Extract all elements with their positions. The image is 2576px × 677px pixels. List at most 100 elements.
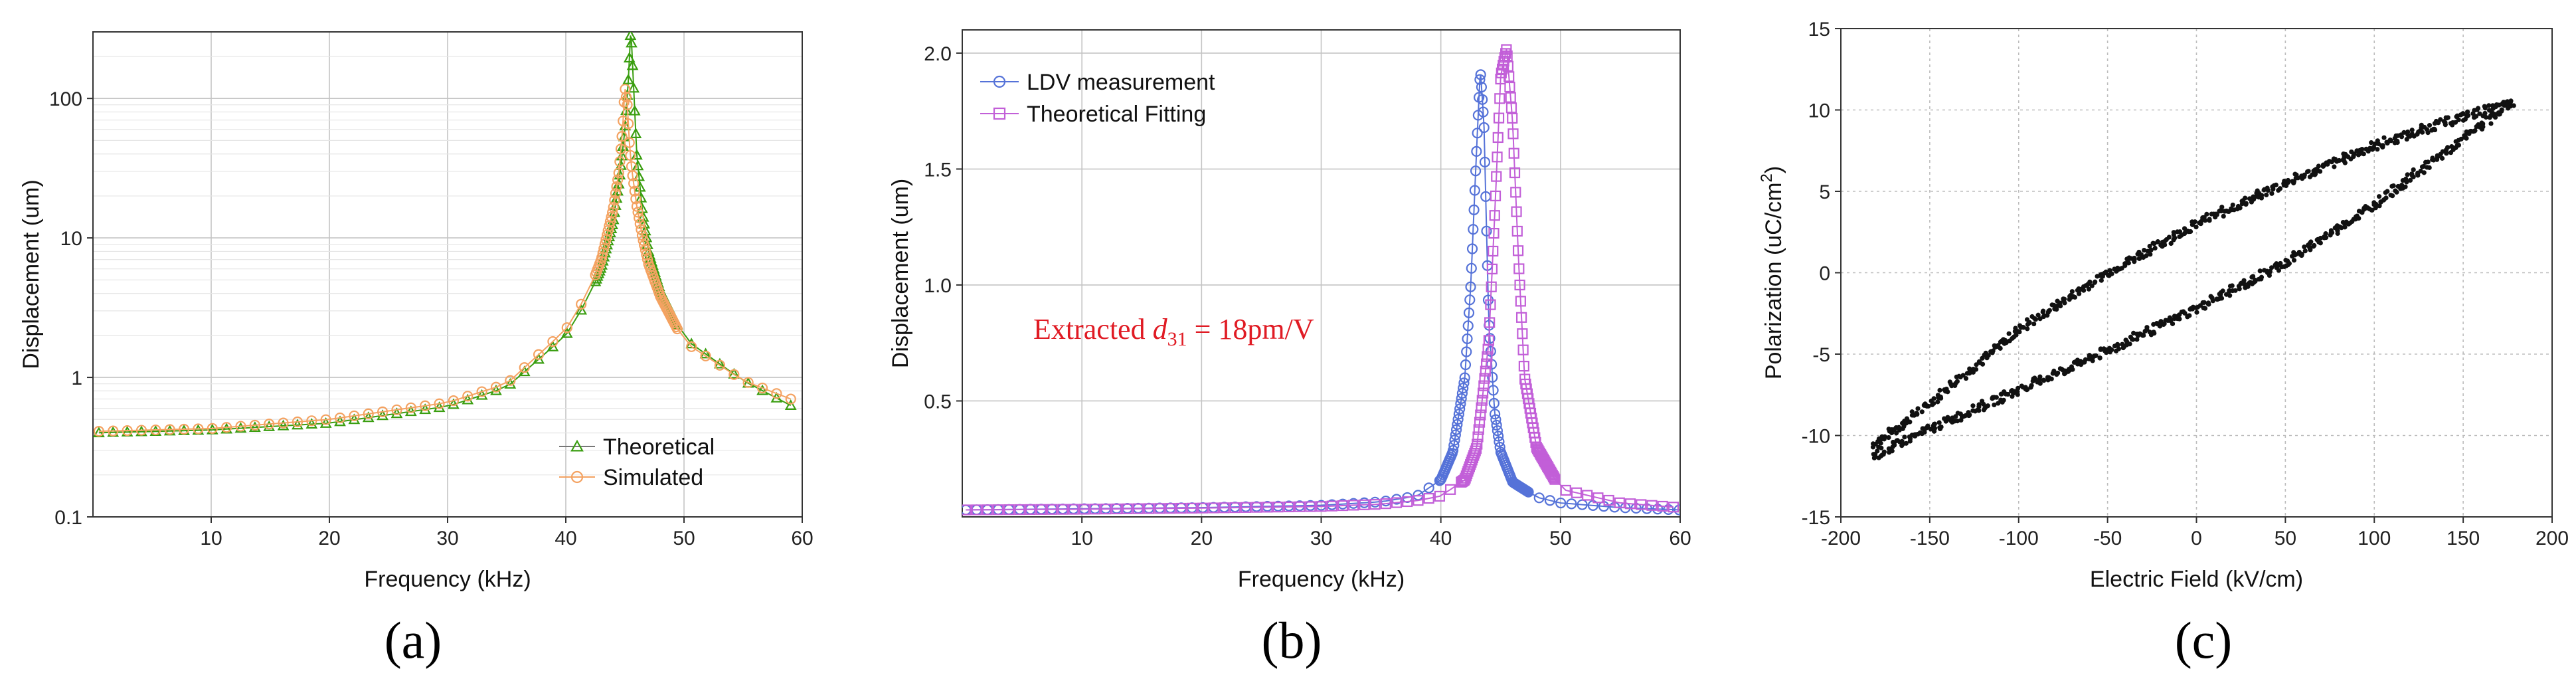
legend-label: Theoretical bbox=[603, 435, 715, 460]
data-point bbox=[1490, 414, 1502, 425]
data-point bbox=[1434, 490, 1445, 502]
data-point bbox=[1504, 81, 1515, 93]
data-point bbox=[2346, 221, 2352, 227]
data-point bbox=[2495, 102, 2500, 108]
data-point bbox=[632, 207, 644, 218]
series-upper-branch bbox=[1870, 99, 2514, 450]
data-point bbox=[1517, 328, 1528, 339]
data-point bbox=[614, 156, 626, 167]
data-point bbox=[1423, 492, 1434, 504]
data-point bbox=[1931, 396, 1936, 401]
data-point bbox=[2229, 283, 2235, 288]
data-point bbox=[1875, 448, 1880, 454]
data-point bbox=[2037, 316, 2043, 322]
data-point bbox=[150, 424, 161, 436]
data-point bbox=[2155, 239, 2160, 244]
data-point bbox=[2249, 274, 2255, 280]
data-point bbox=[1915, 411, 1920, 417]
data-point bbox=[1186, 502, 1198, 514]
data-point bbox=[1994, 395, 1999, 400]
annotation-suffix: = 18pm/V bbox=[1187, 313, 1314, 345]
data-point bbox=[1657, 500, 1668, 512]
data-point bbox=[2204, 211, 2209, 217]
data-point bbox=[1515, 296, 1526, 307]
data-point bbox=[615, 144, 627, 155]
data-point bbox=[962, 504, 972, 516]
data-point bbox=[2499, 108, 2504, 114]
data-point bbox=[2385, 140, 2390, 146]
data-point bbox=[628, 82, 640, 93]
data-point bbox=[1998, 345, 2003, 351]
x-tick-label: 20 bbox=[1191, 528, 1213, 549]
data-point bbox=[2193, 225, 2199, 230]
data-point bbox=[1938, 394, 1943, 400]
data-point bbox=[1456, 393, 1467, 404]
data-point bbox=[1932, 421, 1937, 427]
plot-area bbox=[962, 44, 1680, 516]
data-point bbox=[1996, 401, 2001, 406]
data-point bbox=[971, 504, 982, 516]
data-point bbox=[1089, 504, 1101, 515]
data-point bbox=[490, 384, 502, 395]
data-point bbox=[714, 359, 726, 371]
x-tick-label: 40 bbox=[555, 528, 576, 549]
data-point bbox=[1472, 128, 1483, 139]
data-point bbox=[1454, 403, 1466, 415]
data-point bbox=[627, 170, 638, 181]
data-point bbox=[2444, 116, 2450, 121]
data-point bbox=[2233, 288, 2238, 293]
data-point bbox=[2361, 151, 2366, 157]
data-point bbox=[1500, 48, 1511, 59]
data-point bbox=[1452, 414, 1464, 425]
data-point bbox=[1025, 504, 1036, 516]
data-point bbox=[1614, 497, 1625, 508]
chart-panel-a: 10 20 30 40 50 60 0.1 1 10 100 Frequency (kHz) Disp… bbox=[19, 31, 814, 669]
data-point bbox=[2312, 172, 2318, 177]
data-point bbox=[2259, 193, 2265, 198]
data-point bbox=[1907, 438, 1913, 444]
data-point bbox=[1475, 69, 1486, 80]
x-tick-label: 10 bbox=[200, 528, 222, 549]
data-point bbox=[533, 349, 545, 360]
x-tick-label: 200 bbox=[2535, 528, 2569, 549]
data-point bbox=[1624, 498, 1636, 510]
series-theoretical-fitting bbox=[962, 44, 1679, 516]
data-point bbox=[391, 404, 402, 415]
data-point bbox=[634, 213, 645, 224]
gridlines-dotted bbox=[1840, 28, 2553, 518]
data-point bbox=[2407, 177, 2413, 183]
data-point bbox=[1492, 425, 1503, 436]
data-point bbox=[620, 84, 631, 95]
data-point bbox=[2123, 338, 2128, 343]
data-point bbox=[1455, 398, 1466, 409]
data-point bbox=[2099, 278, 2104, 283]
y-tick-label: 1.5 bbox=[924, 159, 952, 181]
data-point bbox=[1483, 335, 1495, 346]
data-point bbox=[2351, 153, 2356, 158]
data-point bbox=[1509, 167, 1521, 179]
data-point bbox=[2300, 176, 2305, 181]
data-point bbox=[1488, 228, 1500, 239]
data-point bbox=[575, 304, 588, 315]
data-point bbox=[1197, 502, 1209, 514]
data-point bbox=[2448, 121, 2454, 126]
annotation-subscript: 31 bbox=[1167, 328, 1187, 350]
data-point bbox=[2308, 247, 2313, 252]
x-tick-label: 50 bbox=[1549, 528, 1571, 549]
data-point bbox=[1490, 409, 1501, 420]
y-tick-label: 10 bbox=[1808, 100, 1830, 122]
data-point bbox=[1444, 484, 1456, 495]
legend: Theoretical Simulated bbox=[559, 435, 715, 490]
data-point bbox=[2285, 177, 2291, 183]
data-point bbox=[700, 350, 711, 361]
data-point bbox=[2425, 159, 2431, 165]
data-point bbox=[611, 181, 622, 192]
data-point bbox=[1517, 344, 1529, 355]
data-point bbox=[1508, 147, 1519, 159]
data-point bbox=[1948, 419, 1954, 424]
data-point bbox=[2020, 324, 2025, 330]
data-point bbox=[2336, 157, 2342, 163]
data-point bbox=[1423, 482, 1434, 494]
data-point bbox=[1035, 504, 1047, 515]
data-point bbox=[1932, 426, 1938, 431]
